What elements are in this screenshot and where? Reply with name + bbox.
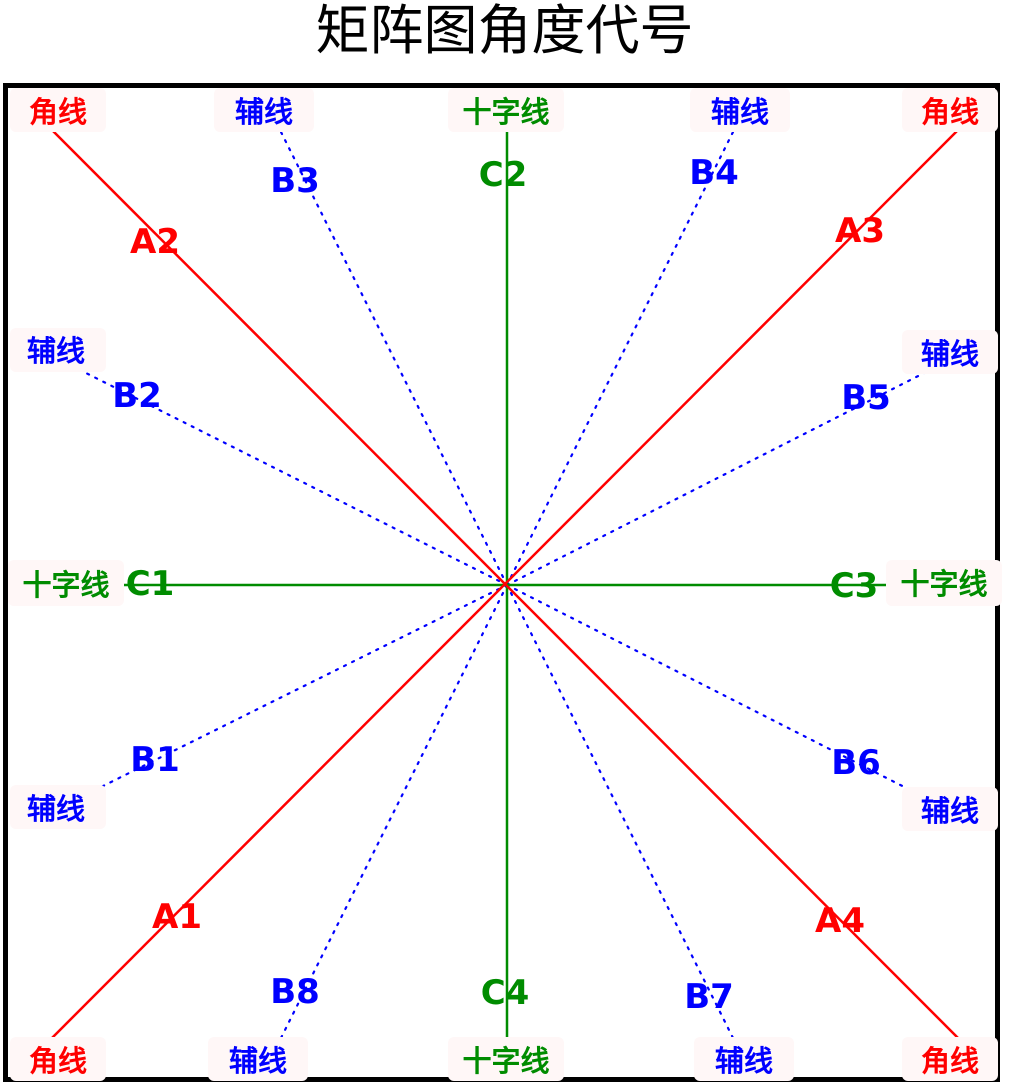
aux-line-b4 [505, 128, 736, 587]
code-c2: C2 [479, 155, 528, 195]
aux-label-top-right: 辅线 [711, 95, 769, 129]
code-b5: B5 [841, 378, 891, 418]
cross-label-left: 十字线 [22, 568, 109, 602]
aux-line-b8 [278, 583, 509, 1042]
code-b3: B3 [270, 161, 320, 201]
aux-label-left-upper: 辅线 [27, 334, 85, 368]
aux-label-right-lower: 辅线 [921, 794, 979, 828]
aux-line-b5 [505, 368, 932, 587]
code-a4: A4 [815, 901, 865, 941]
corner-line-a1-a3 [51, 127, 961, 1039]
code-c3: C3 [830, 566, 879, 606]
aux-line-b2 [78, 368, 509, 587]
aux-label-right-upper: 辅线 [921, 337, 979, 371]
aux-label-bottom-left: 辅线 [229, 1044, 287, 1078]
corner-label-top-right: 角线 [921, 95, 979, 129]
code-c1: C1 [126, 564, 175, 604]
corner-label-bottom-left: 角线 [29, 1044, 87, 1078]
cross-label-right: 十字线 [900, 567, 987, 601]
code-a3: A3 [835, 211, 885, 251]
page-title: 矩阵图角度代号 [315, 0, 694, 62]
code-c4: C4 [481, 973, 530, 1013]
code-b2: B2 [112, 376, 162, 416]
cross-label-top: 十字线 [462, 95, 549, 129]
code-b1: B1 [130, 740, 180, 780]
code-b8: B8 [270, 972, 320, 1012]
corner-label-bottom-right: 角线 [921, 1044, 979, 1078]
code-b4: B4 [689, 153, 739, 193]
aux-label-bottom-right: 辅线 [715, 1044, 773, 1078]
cross-label-bottom: 十字线 [462, 1044, 549, 1078]
code-a2: A2 [130, 222, 180, 262]
code-a1: A1 [152, 897, 202, 937]
aux-line-b6 [505, 583, 922, 797]
code-b6: B6 [831, 743, 881, 783]
aux-line-b3 [278, 128, 509, 587]
code-b7: B7 [684, 977, 734, 1017]
aux-label-left-lower: 辅线 [27, 792, 85, 826]
aux-line-b7 [505, 583, 736, 1042]
corner-label-top-left: 角线 [29, 95, 87, 129]
aux-label-top-left: 辅线 [235, 95, 293, 129]
